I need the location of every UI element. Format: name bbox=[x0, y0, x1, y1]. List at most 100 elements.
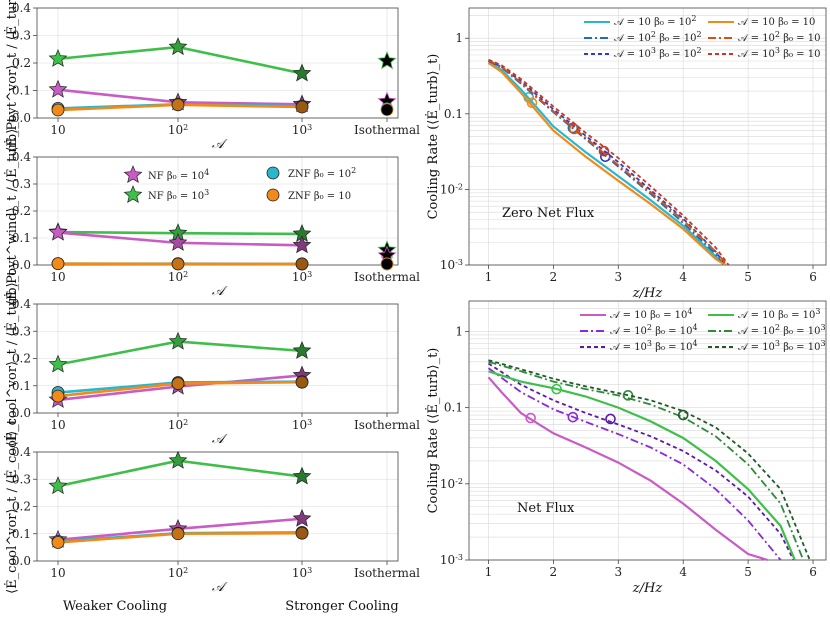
y-tick-label: 0.2 bbox=[12, 352, 31, 366]
data-point-circle bbox=[295, 100, 309, 114]
legend-label: 𝒜 = 10 β₀ = 104 bbox=[610, 307, 692, 322]
data-point-star bbox=[48, 354, 68, 373]
x-tick-label: 10 bbox=[50, 270, 65, 284]
x-tick-label: 103 bbox=[292, 123, 312, 138]
y-tick-label: 10-3 bbox=[440, 553, 463, 568]
y-tick-label: 0.2 bbox=[12, 500, 31, 514]
data-point-star bbox=[292, 466, 312, 485]
curve bbox=[488, 362, 795, 561]
legend-label: 𝒜 = 102 β₀ = 102 bbox=[614, 30, 702, 45]
x-tick-label: 102 bbox=[168, 418, 188, 433]
legend-label: 𝒜 = 10 β₀ = 102 bbox=[614, 14, 696, 29]
data-point-star bbox=[48, 476, 68, 495]
y-tick-label: 1 bbox=[455, 31, 463, 45]
x-axis-label: 𝒜 bbox=[212, 284, 228, 299]
y-tick-label: 0.4 bbox=[12, 150, 31, 164]
curve-marker bbox=[598, 145, 610, 157]
y-tick-label: 0.0 bbox=[12, 111, 31, 125]
curve-marker bbox=[567, 411, 579, 423]
axes-frame bbox=[468, 7, 827, 266]
panel-r1: 1 2 3 4 5 6 10-3 10-2 0.1 1 z/Hz Cooling Rate (⟨Ė_t… bbox=[424, 7, 827, 301]
y-tick-label: 0.3 bbox=[12, 29, 31, 43]
legend-star bbox=[123, 165, 143, 184]
data-point-star bbox=[48, 79, 68, 98]
x-tick-label: Isothermal bbox=[354, 566, 420, 580]
y-tick-label: 0.0 bbox=[12, 554, 31, 568]
data-point-circle bbox=[295, 257, 309, 271]
data-point-star bbox=[48, 48, 68, 67]
x-tick-label: 2 bbox=[550, 270, 558, 284]
y-tick-label: 0.4 bbox=[12, 445, 31, 459]
panel-p1: 0.0 0.1 0.2 0.3 0.4 10 102 103 Isothermal 𝒜 ⟨Ė_Poy… bbox=[3, 0, 420, 152]
x-tick-label: 103 bbox=[292, 418, 312, 433]
x-tick-label: 1 bbox=[485, 270, 493, 284]
y-tick-label: 0.3 bbox=[12, 324, 31, 338]
data-point-circle bbox=[51, 536, 65, 549]
y-axis-label: ⟨Ė_cool^vor⟩_t / ⟨Ė_cool⟩_t bbox=[3, 418, 20, 594]
x-tick-label: 5 bbox=[744, 565, 752, 579]
y-tick-label: 0.1 bbox=[12, 84, 31, 98]
y-axis-label: ⟨Ė_Poyt^vor⟩_t / ⟨Ė_turb⟩_t bbox=[3, 0, 20, 152]
x-tick-label: 10 bbox=[50, 566, 65, 580]
data-point-isothermal bbox=[380, 257, 394, 271]
x-tick-label: 6 bbox=[809, 270, 817, 284]
legend-label: 𝒜 = 102 β₀ = 104 bbox=[610, 323, 698, 338]
panel-p2: 0.0 0.1 0.2 0.3 0.4 10 102 103 Isothermal 𝒜 ⟨Ė_Poy… bbox=[3, 116, 420, 305]
legend-label: ZNF β₀ = 102 bbox=[288, 166, 356, 181]
legend: NF β₀ = 104 NF β₀ = 103 ZNF β₀ = 102 ZNF β₀… bbox=[120, 164, 356, 204]
x-tick-label: 5 bbox=[744, 270, 752, 284]
y-axis-label: ⟨Ė_Poyt^wind⟩_t / ⟨Ė_turb⟩_t bbox=[3, 116, 20, 305]
x-tick-label: 103 bbox=[292, 270, 312, 285]
data-point-circle bbox=[51, 389, 65, 403]
curve bbox=[488, 359, 811, 561]
legend-label: 𝒜 = 103 β₀ = 10 bbox=[738, 46, 820, 61]
curve-marker bbox=[551, 383, 562, 395]
x-tick-label: 1 bbox=[485, 565, 493, 579]
x-tick-label: Isothermal bbox=[354, 123, 420, 137]
x-tick-label: 4 bbox=[679, 270, 687, 284]
data-point-star bbox=[168, 232, 188, 251]
y-tick-label: 0.3 bbox=[12, 177, 31, 191]
y-tick-label: 0.4 bbox=[12, 1, 31, 15]
data-point-star bbox=[292, 63, 312, 82]
curve-marker bbox=[677, 409, 689, 421]
data-point-circle bbox=[171, 257, 185, 271]
legend-label: 𝒜 = 10 β₀ = 10 bbox=[738, 17, 815, 28]
legend-label: 𝒜 = 103 β₀ = 104 bbox=[610, 339, 698, 354]
x-tick-label: Isothermal bbox=[354, 418, 420, 432]
legend-label: NF β₀ = 104 bbox=[148, 168, 209, 183]
axes-frame bbox=[36, 7, 399, 119]
x-tick-label: 103 bbox=[292, 566, 312, 581]
y-tick-label: 0.3 bbox=[12, 472, 31, 486]
x-tick-label: 6 bbox=[809, 565, 817, 579]
x-axis-label: z/Hz bbox=[632, 286, 663, 301]
axes-frame bbox=[468, 300, 827, 561]
legend-label: NF β₀ = 103 bbox=[148, 188, 209, 203]
y-tick-label: 0.1 bbox=[12, 231, 31, 245]
x-tick-label: 102 bbox=[168, 270, 188, 285]
note-stronger-cooling: Stronger Cooling bbox=[285, 599, 399, 614]
data-point-circle bbox=[295, 375, 309, 389]
x-tick-label: 102 bbox=[168, 123, 188, 138]
x-tick-label: 102 bbox=[168, 566, 188, 581]
panel-p4: 0.0 0.1 0.2 0.3 0.4 10 102 103 Isothermal 𝒜 ⟨Ė_coo… bbox=[3, 418, 420, 595]
curve bbox=[487, 62, 726, 266]
axes-frame bbox=[36, 451, 399, 562]
legend-label: 𝒜 = 102 β₀ = 103 bbox=[738, 323, 826, 338]
x-tick-label: 10 bbox=[50, 123, 65, 137]
y-tick-label: 0.1 bbox=[12, 527, 31, 541]
y-tick-label: 0.4 bbox=[12, 297, 31, 311]
data-point-star bbox=[168, 450, 188, 469]
data-point-isothermal bbox=[380, 103, 394, 117]
y-tick-label: 0.1 bbox=[444, 401, 463, 415]
curve bbox=[488, 58, 730, 266]
y-tick-label: 0.2 bbox=[12, 56, 31, 70]
y-tick-label: 10-3 bbox=[440, 258, 463, 273]
curve-marker bbox=[605, 413, 616, 425]
data-point-star bbox=[292, 340, 312, 359]
x-axis-label: 𝒜 bbox=[212, 580, 228, 595]
y-tick-label: 0.1 bbox=[12, 379, 31, 393]
x-tick-label: 3 bbox=[614, 270, 622, 284]
